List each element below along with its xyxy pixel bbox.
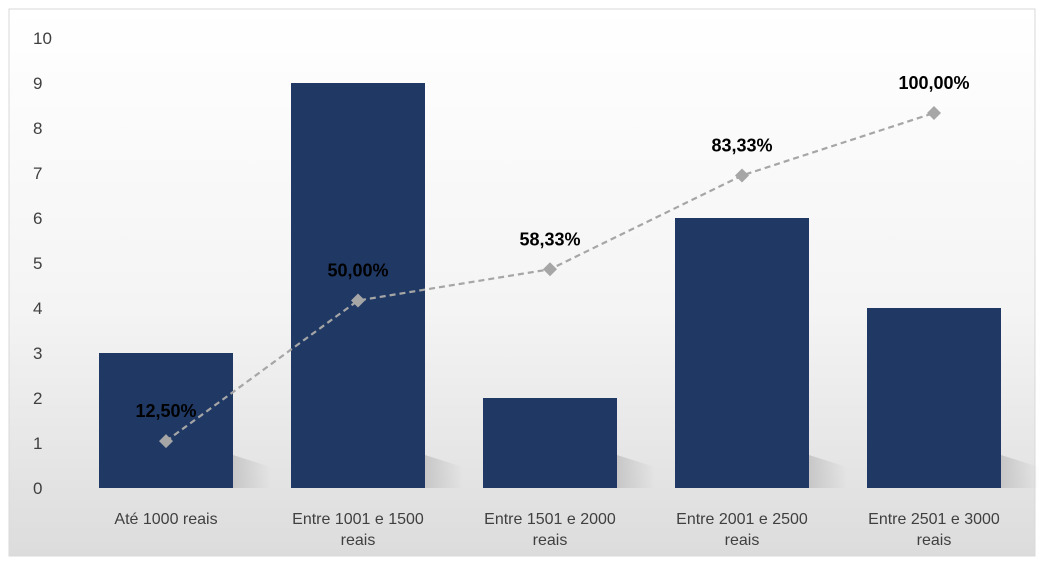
y-tick-label: 4 xyxy=(33,299,42,318)
y-tick-label: 2 xyxy=(33,389,42,408)
bar xyxy=(99,353,233,488)
bar xyxy=(483,398,617,488)
x-category-label: Entre 2001 e 2500 reais xyxy=(676,511,808,549)
x-category-label-line: Entre 2001 e 2500 xyxy=(676,511,808,528)
line-marker xyxy=(159,434,173,449)
y-tick-label: 7 xyxy=(33,164,42,183)
x-category-label-line: Entre 1501 e 2000 xyxy=(484,511,616,528)
line-data-label: 83,33% xyxy=(711,136,772,156)
line-data-label: 100,00% xyxy=(898,73,969,93)
x-category-label-line: reais xyxy=(917,532,952,549)
x-category-label-line: Entre 1001 e 1500 xyxy=(292,511,424,528)
y-tick-label: 0 xyxy=(33,479,42,498)
x-category-label-line: reais xyxy=(533,532,568,549)
x-category-label-line: Entre 2501 e 3000 xyxy=(868,511,1000,528)
y-tick-label: 6 xyxy=(33,209,42,228)
line-data-label: 58,33% xyxy=(519,229,580,249)
x-category-label-line: reais xyxy=(341,532,376,549)
bar-shadow xyxy=(617,455,655,488)
line-data-label: 50,00% xyxy=(327,261,388,281)
line-marker xyxy=(351,293,365,308)
line-data-label: 12,50% xyxy=(135,401,196,421)
x-category-label: Entre 1501 e 2000 reais xyxy=(484,511,616,549)
bar-shadow xyxy=(809,455,847,488)
y-tick-label: 1 xyxy=(33,434,42,453)
x-category-label-line: reais xyxy=(725,532,760,549)
y-tick-label: 8 xyxy=(33,119,42,138)
bar-shadow xyxy=(233,455,271,488)
line-marker xyxy=(543,262,557,277)
y-tick-label: 3 xyxy=(33,344,42,363)
bar-shadow xyxy=(1001,455,1039,488)
bar xyxy=(867,308,1001,488)
y-tick-label: 9 xyxy=(33,74,42,93)
y-tick-label: 5 xyxy=(33,254,42,273)
y-tick-label: 10 xyxy=(33,29,52,48)
x-category-label: Entre 1001 e 1500 reais xyxy=(292,511,424,549)
bar xyxy=(291,83,425,488)
bar-shadow xyxy=(425,455,463,488)
line-marker xyxy=(735,168,749,183)
line-marker xyxy=(927,106,941,120)
x-category-label-line: Até 1000 reais xyxy=(114,511,217,528)
x-category-label: Entre 2501 e 3000 reais xyxy=(868,511,1000,549)
x-category-label: Até 1000 reais xyxy=(114,511,217,528)
bar xyxy=(675,218,809,488)
